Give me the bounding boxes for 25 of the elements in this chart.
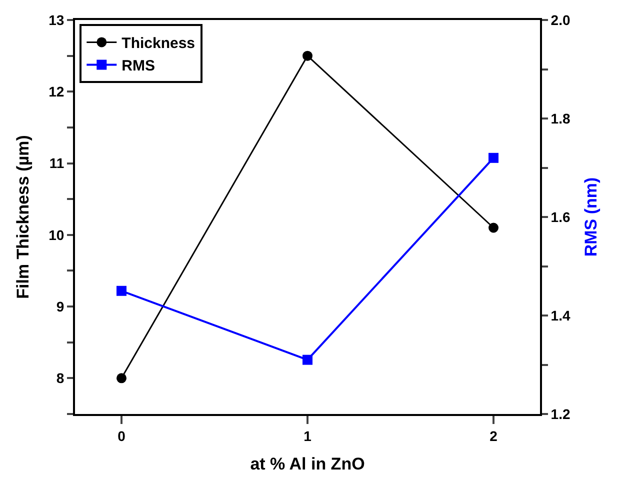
- point: [116, 373, 126, 384]
- point: [488, 222, 498, 233]
- point: [116, 286, 126, 296]
- y-tick-label: 8: [56, 370, 64, 386]
- y2-axis-title: RMS (nm): [581, 177, 600, 257]
- x-tick-label: 0: [118, 428, 126, 444]
- point: [488, 152, 498, 163]
- legend-label: Thickness: [122, 35, 196, 52]
- x-tick-label: 2: [490, 428, 498, 444]
- point: [302, 354, 312, 365]
- point: [302, 50, 312, 61]
- y-tick-label: 9: [56, 298, 64, 314]
- x-tick-label: 1: [304, 428, 312, 444]
- y-axis-title: Film Thickness (µm): [14, 135, 33, 299]
- y-tick-label: 11: [49, 155, 64, 172]
- y-tick-label: 10: [48, 226, 64, 243]
- y2-tick-label: 1.6: [550, 208, 570, 225]
- legend-label: RMS: [122, 58, 155, 75]
- y2-tick-label: 2.0: [550, 12, 570, 28]
- y2-tick-label: 1.4: [550, 307, 570, 324]
- y-tick-label: 12: [48, 84, 64, 100]
- y-tick-label: 13: [48, 12, 64, 28]
- x-axis-title: at % Al in ZnO: [250, 454, 365, 474]
- y2-tick-label: 1.2: [550, 406, 570, 422]
- y2-tick-label: 1.8: [550, 110, 570, 126]
